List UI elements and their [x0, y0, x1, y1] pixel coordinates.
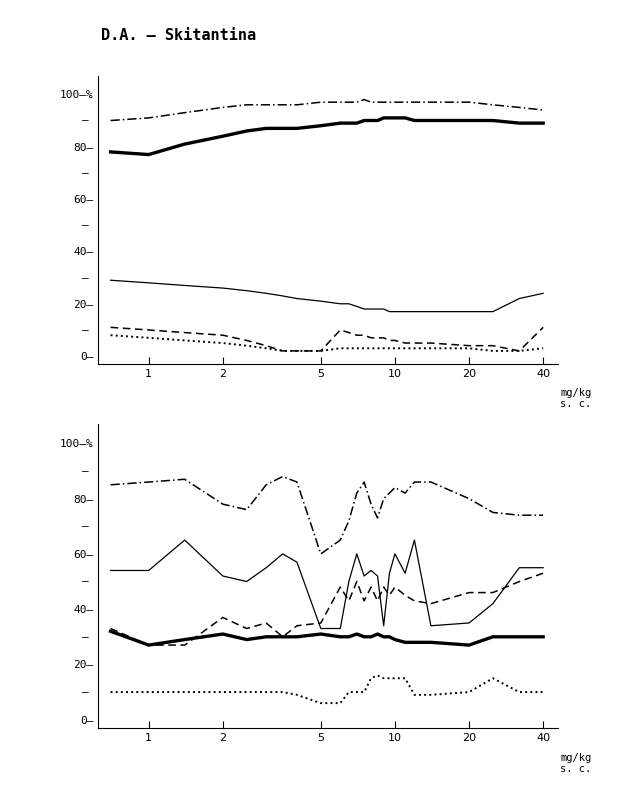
- Text: –: –: [82, 220, 88, 230]
- Text: –: –: [82, 168, 88, 178]
- Text: –: –: [82, 632, 88, 642]
- Text: mg/kg
s. c.: mg/kg s. c.: [560, 387, 592, 409]
- Text: D.A. – Skitantina: D.A. – Skitantina: [101, 28, 257, 43]
- Text: –: –: [82, 687, 88, 697]
- Text: mg/kg
s. c.: mg/kg s. c.: [560, 753, 592, 774]
- Text: –: –: [82, 577, 88, 586]
- Text: –: –: [82, 115, 88, 126]
- Text: –: –: [82, 466, 88, 476]
- Text: –: –: [82, 522, 88, 531]
- Text: –: –: [82, 273, 88, 282]
- Text: –: –: [82, 325, 88, 335]
